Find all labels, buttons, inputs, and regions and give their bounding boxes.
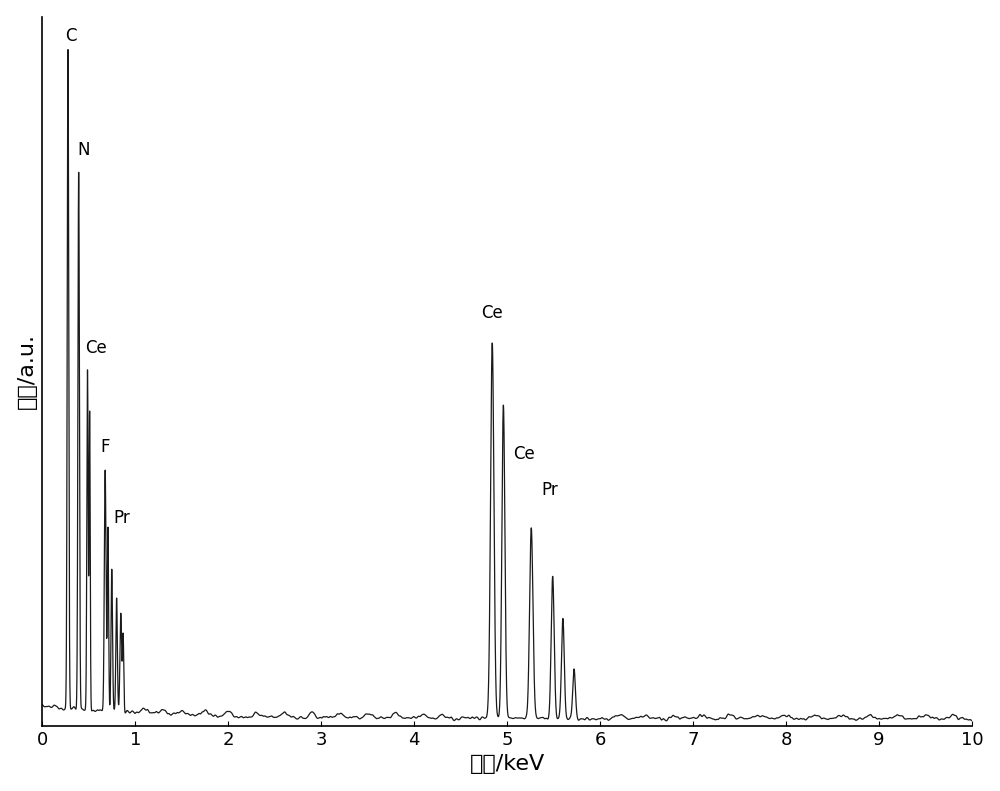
Text: Ce: Ce xyxy=(481,304,503,322)
Text: C: C xyxy=(65,27,77,45)
Text: Ce: Ce xyxy=(85,339,107,357)
Text: Pr: Pr xyxy=(113,509,130,528)
Text: N: N xyxy=(77,141,90,158)
Y-axis label: 强度/a.u.: 强度/a.u. xyxy=(17,333,37,409)
Text: Ce: Ce xyxy=(513,445,534,464)
X-axis label: 能量/keV: 能量/keV xyxy=(469,755,545,774)
Text: Pr: Pr xyxy=(542,481,558,499)
Text: F: F xyxy=(101,438,110,456)
